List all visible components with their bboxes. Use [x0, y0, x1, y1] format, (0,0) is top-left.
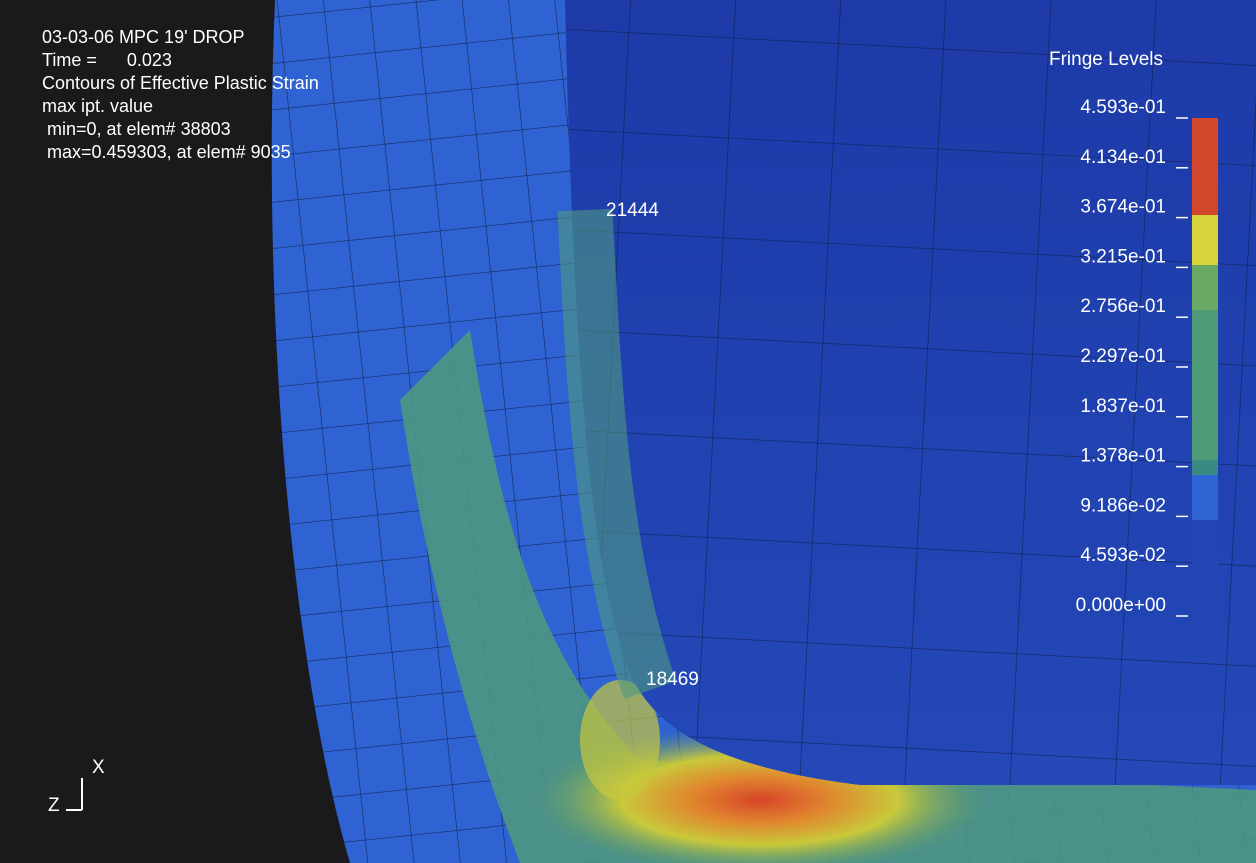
legend-level: 4.134e-01	[1080, 147, 1166, 168]
legend-level: 3.674e-01	[1080, 197, 1166, 218]
legend-levels: 4.593e-01 4.134e-01 3.674e-01 3.215e-01 2.75…	[1076, 97, 1188, 617]
strain-hotspot-edge	[580, 680, 660, 800]
legend-level: 2.297e-01	[1080, 346, 1166, 367]
plate-mesh	[565, 0, 1256, 785]
header: 03-03-06 MPC 19' DROP Time = 0.023 Contour…	[42, 27, 319, 162]
legend-level: 2.756e-01	[1080, 296, 1166, 317]
header-line: max=0.459303, at elem# 9035	[42, 142, 291, 162]
header-line: 03-03-06 MPC 19' DROP	[42, 27, 245, 47]
legend-level: 1.837e-01	[1080, 396, 1166, 417]
header-line: Time = 0.023	[42, 50, 172, 70]
triad-label: X	[92, 757, 105, 778]
legend-swatch	[1192, 118, 1218, 215]
plate-edge-band	[557, 208, 676, 699]
node-label: 21444	[606, 200, 659, 221]
strain-band	[400, 330, 1256, 863]
legend-swatch	[1192, 265, 1218, 310]
legend-level: 4.593e-01	[1080, 97, 1166, 118]
legend-swatch	[1192, 475, 1218, 520]
header-line: Contours of Effective Plastic Strain	[42, 73, 319, 93]
legend-level: 4.593e-02	[1080, 545, 1166, 566]
node-label: 18469	[646, 669, 699, 690]
header-line: max ipt. value	[42, 96, 153, 116]
legend-title: Fringe Levels	[1049, 49, 1163, 70]
legend-level: 9.186e-02	[1080, 495, 1166, 516]
legend-swatch	[1192, 310, 1218, 460]
background	[0, 0, 350, 863]
legend-level: 3.215e-01	[1080, 246, 1166, 267]
legend-level: 1.378e-01	[1080, 446, 1166, 467]
legend-bar	[1192, 118, 1218, 565]
header-line: min=0, at elem# 38803	[42, 119, 231, 139]
legend-swatch	[1192, 215, 1218, 265]
legend-swatch	[1192, 460, 1218, 475]
legend-level: 0.000e+00	[1076, 595, 1166, 616]
axis-triad	[66, 778, 83, 811]
triad-label: Z	[48, 795, 60, 816]
legend-swatch	[1192, 520, 1218, 565]
